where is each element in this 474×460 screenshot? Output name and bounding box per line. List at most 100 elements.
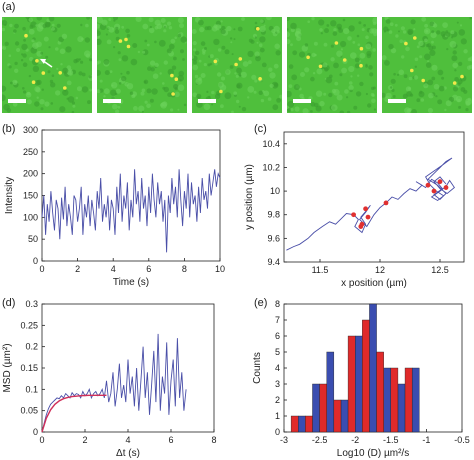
texture-blob <box>247 86 255 93</box>
texture-blob <box>198 59 202 63</box>
texture-blob <box>452 62 458 69</box>
texture-blob <box>138 105 145 112</box>
texture-blob <box>451 55 458 62</box>
microscopy-frame-2 <box>97 17 187 113</box>
texture-blob <box>107 25 111 29</box>
texture-blob <box>445 100 452 107</box>
texture-blob <box>197 96 200 99</box>
texture-blob <box>323 42 328 47</box>
texture-blob <box>331 88 337 94</box>
texture-blob <box>32 42 39 49</box>
texture-blob <box>310 76 315 82</box>
texture-blob <box>428 92 434 99</box>
texture-blob <box>267 97 272 101</box>
texture-blob <box>233 91 238 96</box>
y-tick-label: 9.6 <box>267 233 280 243</box>
texture-blob <box>141 110 144 113</box>
texture-blob <box>131 94 136 99</box>
texture-blob <box>248 38 253 43</box>
texture-blob <box>421 17 427 22</box>
texture-blob <box>424 38 428 43</box>
texture-blob <box>90 17 92 20</box>
fluorescent-spot <box>126 44 131 49</box>
texture-blob <box>207 63 211 67</box>
texture-blob <box>2 94 6 102</box>
texture-blob <box>410 19 416 25</box>
texture-blob <box>459 24 463 27</box>
texture-blob <box>466 65 472 70</box>
texture-blob <box>36 17 43 21</box>
texture-blob <box>162 82 165 85</box>
texture-blob <box>357 43 361 46</box>
texture-blob <box>117 51 121 55</box>
texture-blob <box>418 91 425 98</box>
microscopy-frame-1 <box>2 17 92 113</box>
texture-blob <box>137 50 141 54</box>
texture-blob <box>359 52 366 59</box>
texture-blob <box>148 27 155 34</box>
texture-blob <box>359 81 364 87</box>
texture-blob <box>168 26 173 30</box>
texture-blob <box>209 54 214 59</box>
texture-blob <box>398 30 400 33</box>
texture-blob <box>366 53 372 59</box>
texture-blob <box>271 29 276 34</box>
fluorescent-spot <box>118 39 123 43</box>
histogram-bar <box>354 335 363 433</box>
texture-blob <box>229 65 234 69</box>
texture-blob <box>287 108 291 113</box>
texture-blob <box>89 58 92 62</box>
texture-blob <box>389 22 394 26</box>
texture-blob <box>34 101 40 107</box>
texture-blob <box>163 29 167 33</box>
texture-blob <box>2 20 8 26</box>
texture-blob <box>237 26 243 32</box>
chart-msd: 0 2 4 6 8 0 0.05 0.1 0.15 0.2 0.25 0.3 Δt (s) MSD (µm… <box>2 299 217 459</box>
texture-blob <box>311 17 315 21</box>
texture-blob <box>144 39 148 43</box>
texture-blob <box>118 82 122 85</box>
histogram-bar <box>404 367 413 433</box>
texture-blob <box>87 100 91 105</box>
histogram-bar <box>319 383 327 433</box>
y-tick-label: 0.15 <box>20 363 38 373</box>
texture-blob <box>162 86 166 90</box>
texture-blob <box>255 55 261 62</box>
fluorescent-spot <box>41 71 46 75</box>
texture-blob <box>101 19 108 26</box>
panel-label-b: (b) <box>2 123 16 135</box>
texture-blob <box>241 17 245 21</box>
fluorescent-spot <box>219 89 223 94</box>
scale-bar <box>293 99 311 103</box>
y-tick-label: 150 <box>23 191 38 201</box>
texture-blob <box>67 96 75 103</box>
histogram-bar <box>305 415 313 433</box>
histogram-bar <box>312 383 320 433</box>
texture-blob <box>319 28 323 32</box>
trajectory-marker <box>443 185 449 190</box>
texture-blob <box>341 67 347 74</box>
x-axis-label: x position (µm) <box>341 278 407 289</box>
texture-blob <box>221 45 226 50</box>
texture-blob <box>206 90 209 93</box>
texture-blob <box>287 38 291 45</box>
texture-blob <box>231 110 234 113</box>
texture-blob <box>66 80 72 86</box>
texture-blob <box>373 108 376 111</box>
texture-blob <box>247 50 254 58</box>
texture-blob <box>8 54 12 57</box>
texture-blob <box>173 56 177 61</box>
histogram-bar <box>383 367 391 433</box>
texture-blob <box>14 68 19 73</box>
texture-blob <box>458 61 463 66</box>
texture-blob <box>28 74 32 78</box>
texture-blob <box>60 63 63 66</box>
texture-blob <box>174 36 177 40</box>
texture-blob <box>251 74 257 80</box>
texture-blob <box>348 65 355 73</box>
microscopy-frame-5 <box>382 17 472 113</box>
texture-blob <box>34 86 41 92</box>
texture-blob <box>424 23 428 28</box>
texture-blob <box>313 41 318 46</box>
texture-blob <box>330 20 337 27</box>
